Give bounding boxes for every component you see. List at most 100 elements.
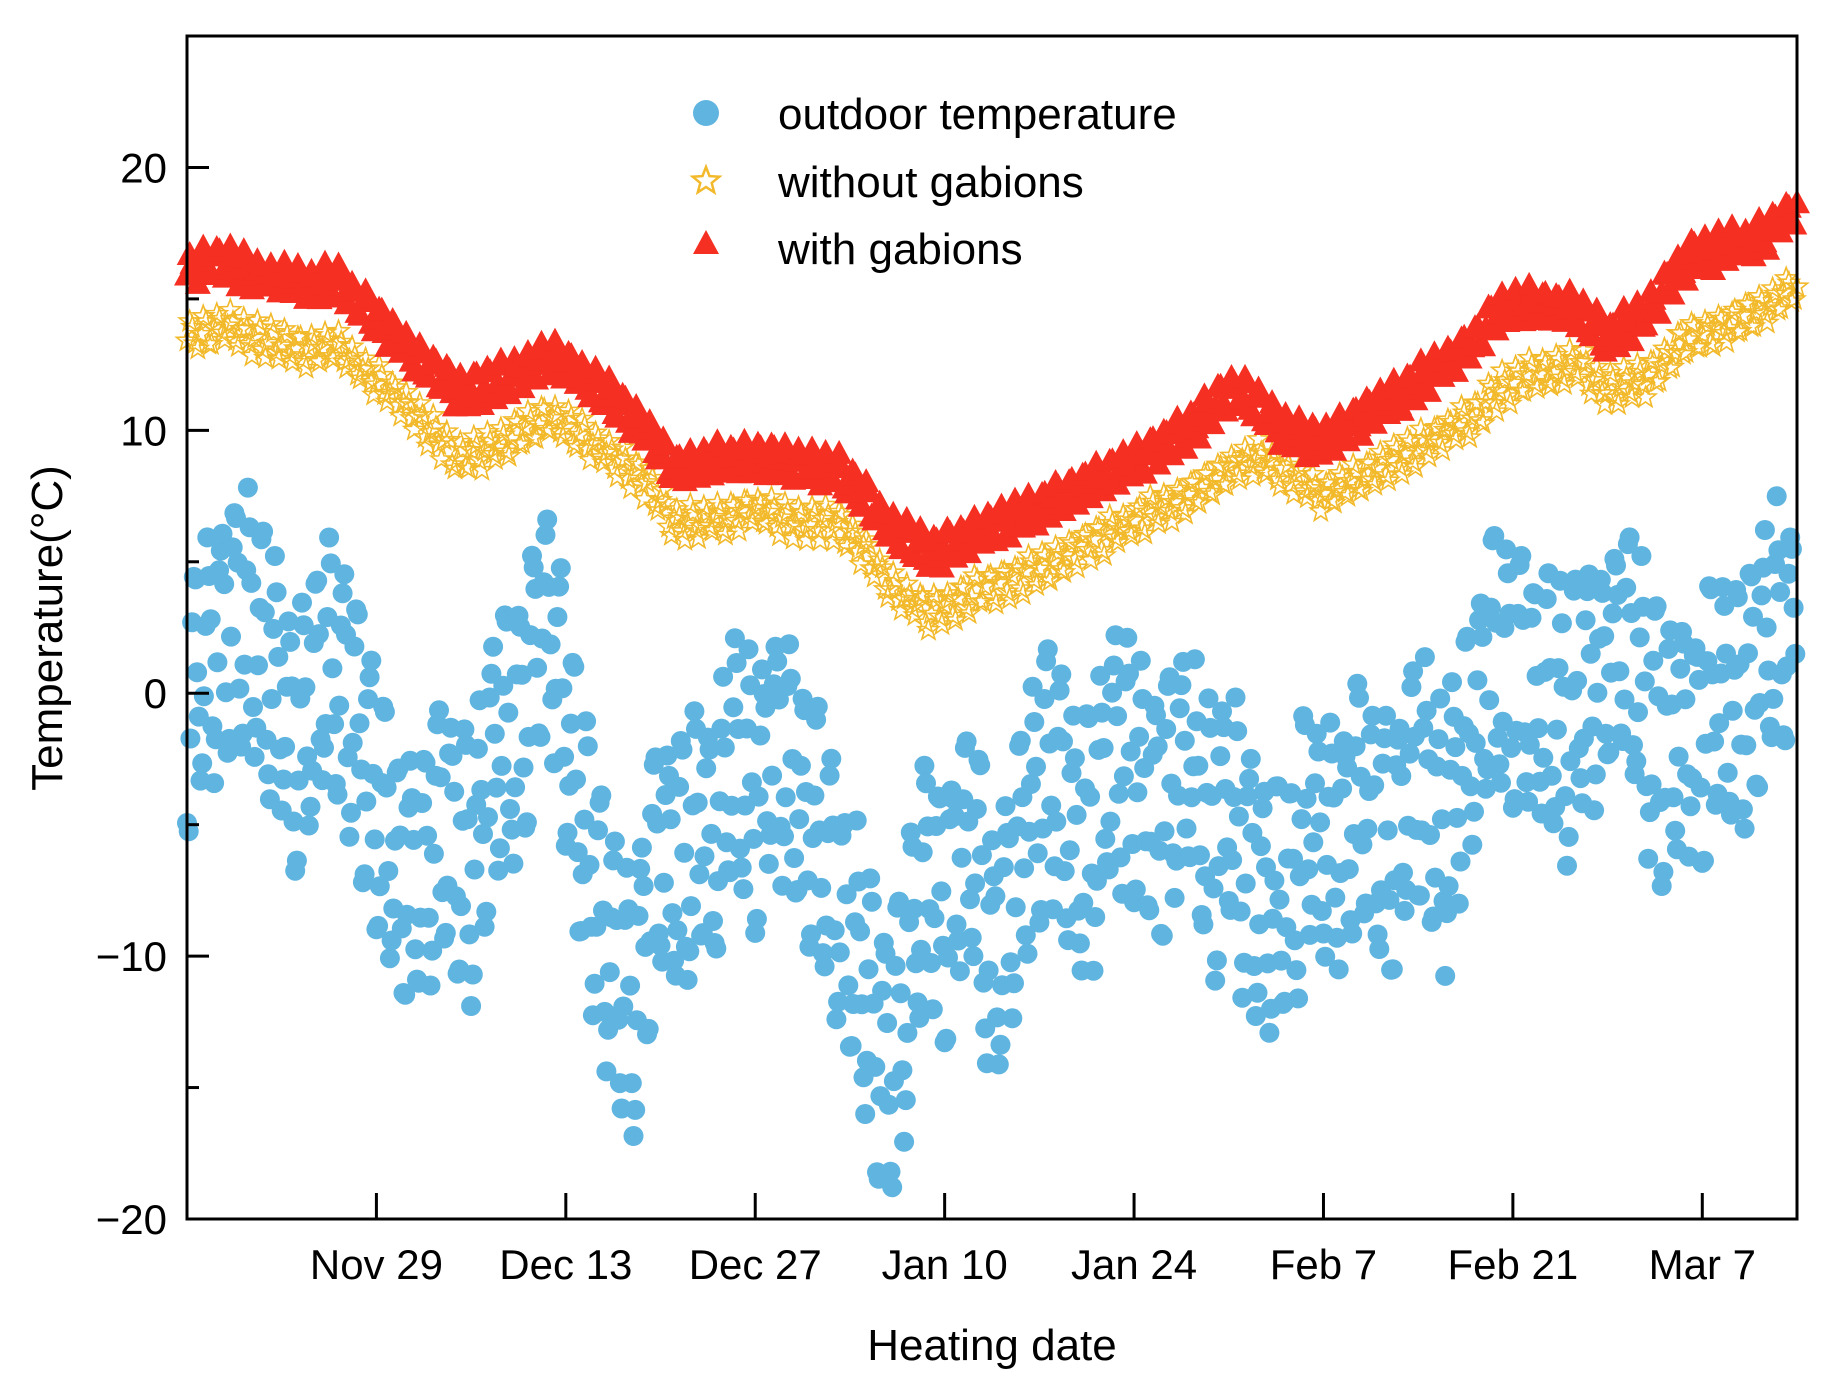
outdoor-temperature-point	[1107, 706, 1128, 727]
outdoor-temperature-point	[1599, 742, 1620, 763]
outdoor-temperature-point	[263, 618, 284, 639]
outdoor-temperature-point	[489, 838, 510, 859]
outdoor-temperature-point	[894, 1131, 915, 1152]
outdoor-temperature-point	[1069, 933, 1090, 954]
outdoor-temperature-point	[1014, 858, 1035, 879]
outdoor-temperature-point	[1095, 828, 1116, 849]
without-gabions-point	[1267, 473, 1293, 498]
without-gabions-point	[293, 354, 319, 379]
outdoor-temperature-point	[1460, 776, 1481, 797]
outdoor-temperature-point	[1595, 723, 1616, 744]
with-gabions-point	[1618, 327, 1645, 352]
outdoor-temperature-point	[877, 1013, 898, 1033]
outdoor-temperature-point	[746, 908, 767, 929]
outdoor-temperature-point	[1259, 1022, 1280, 1043]
outdoor-temperature-point	[376, 777, 397, 798]
outdoor-temperature-point	[1174, 730, 1195, 751]
outdoor-temperature-point	[1310, 812, 1331, 833]
outdoor-temperature-point	[882, 1177, 903, 1198]
y-tick-label: −20	[96, 1196, 167, 1243]
outdoor-temperature-point	[789, 809, 810, 830]
outdoor-temperature-point	[667, 920, 688, 941]
without-gabions-point	[1056, 527, 1082, 553]
without-gabions-point	[1662, 339, 1688, 365]
without-gabions-point	[255, 329, 281, 354]
outdoor-temperature-point	[479, 687, 500, 708]
outdoor-temperature-point	[1130, 650, 1151, 671]
outdoor-temperature-point	[339, 826, 360, 847]
outdoor-temperature-point	[1475, 778, 1496, 799]
outdoor-temperature-point	[574, 809, 595, 830]
without-gabions-point	[555, 397, 582, 422]
without-gabions-point	[279, 348, 306, 373]
outdoor-temperature-point	[319, 527, 340, 548]
without-gabions-point	[953, 594, 980, 619]
outdoor-temperature-point	[1296, 788, 1317, 809]
outdoor-temperature-point	[1080, 786, 1101, 807]
without-gabions-point	[799, 493, 825, 518]
without-gabions-point	[325, 317, 352, 342]
outdoor-temperature-point	[1785, 643, 1806, 664]
without-gabions-point	[1781, 286, 1808, 311]
outdoor-temperature-point	[1100, 811, 1121, 832]
outdoor-temperature-point	[1286, 960, 1307, 981]
outdoor-temperature-point	[1602, 603, 1623, 624]
with-gabions-point	[928, 553, 955, 578]
outdoor-temperature-point	[679, 941, 700, 962]
outdoor-temperature-point	[1641, 774, 1662, 795]
outdoor-temperature-point	[444, 781, 465, 802]
without-gabions-point	[739, 509, 766, 534]
without-gabions-point	[1213, 472, 1239, 497]
outdoor-temperature-point	[420, 975, 441, 996]
without-gabions-point	[1375, 467, 1402, 492]
without-gabions-point	[415, 432, 441, 457]
outdoor-temperature-point	[1658, 638, 1679, 659]
without-gabions-point	[839, 511, 866, 536]
without-gabions-point	[1335, 482, 1361, 508]
x-tick-label: Jan 24	[1071, 1241, 1197, 1288]
outdoor-temperature-point	[1616, 577, 1637, 598]
outdoor-temperature-point	[1188, 755, 1209, 776]
outdoor-temperature-point	[275, 736, 296, 757]
without-gabions-point	[1581, 366, 1607, 392]
outdoor-temperature-point	[664, 950, 685, 971]
with-gabions-point	[1583, 296, 1610, 321]
outdoor-temperature-point	[1778, 563, 1799, 584]
outdoor-temperature-point	[620, 975, 641, 996]
outdoor-temperature-point	[733, 879, 754, 900]
without-gabions-point	[1651, 335, 1678, 360]
outdoor-temperature-point	[1727, 587, 1748, 608]
outdoor-temperature-point	[1643, 650, 1664, 671]
outdoor-temperature-point	[1536, 589, 1557, 609]
outdoor-temperature-point	[631, 837, 652, 858]
outdoor-temperature-point	[1528, 718, 1549, 739]
outdoor-temperature-point	[361, 650, 382, 671]
without-gabions-point	[1440, 420, 1467, 445]
outdoor-temperature-point	[1085, 907, 1106, 927]
with-gabions-point	[1037, 503, 1064, 528]
outdoor-temperature-point	[222, 537, 243, 558]
outdoor-temperature-point	[268, 646, 289, 667]
outdoor-temperature-point	[258, 764, 279, 785]
outdoor-temperature-point	[1232, 987, 1253, 1008]
outdoor-temperature-point	[1442, 672, 1462, 693]
outdoor-temperature-point	[1694, 850, 1714, 871]
without-gabions-point	[701, 503, 728, 528]
without-gabions-point	[244, 307, 271, 332]
without-gabions-point	[572, 412, 598, 437]
plot-frame	[185, 34, 1799, 1221]
without-gabions-point	[436, 426, 463, 452]
outdoor-temperature-point	[300, 796, 321, 817]
without-gabions-point	[452, 453, 479, 478]
without-gabions-point	[1042, 533, 1069, 558]
without-gabions-point	[921, 581, 947, 606]
outdoor-temperature-point	[1108, 783, 1129, 804]
without-gabions-point	[653, 489, 679, 514]
outdoor-temperature-point	[1093, 738, 1114, 758]
without-gabions-point	[894, 570, 920, 595]
with-gabions-point	[1416, 377, 1442, 402]
without-gabions-point	[406, 390, 433, 415]
outdoor-temperature-point	[1634, 671, 1655, 692]
outdoor-temperature-point	[1736, 735, 1757, 756]
